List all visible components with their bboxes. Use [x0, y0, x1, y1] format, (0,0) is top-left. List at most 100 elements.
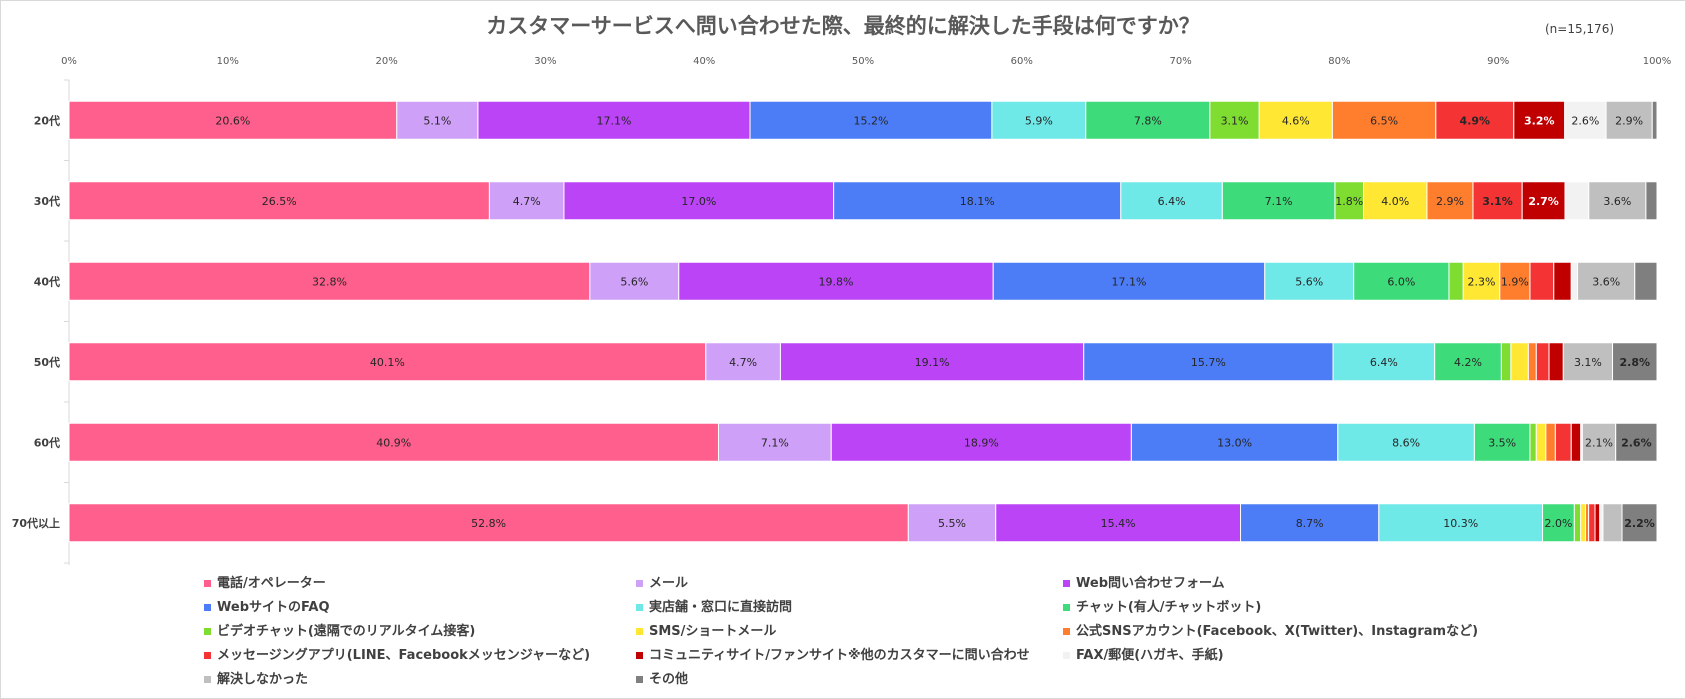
data-label: 7.8%: [1134, 114, 1162, 127]
bar-segment: [705, 342, 781, 382]
x-tick-label: 30%: [534, 56, 556, 67]
data-label: 17.1%: [597, 114, 632, 127]
data-label: 19.8%: [819, 275, 854, 288]
bar-segment: [1513, 100, 1566, 140]
bar-segment: [1435, 100, 1515, 140]
bar-segment: [1332, 342, 1436, 382]
data-label: 18.1%: [960, 195, 995, 208]
category-label: 20代: [34, 113, 60, 127]
data-label: 19.1%: [915, 356, 950, 369]
x-tick-label: 40%: [693, 56, 715, 67]
data-label: 6.4%: [1158, 195, 1186, 208]
data-label: 2.0%: [1544, 517, 1572, 530]
data-label: 3.5%: [1488, 436, 1516, 449]
category-label: 40代: [34, 274, 60, 288]
bar-segment: [1602, 503, 1623, 543]
data-label: 2.2%: [1624, 517, 1655, 530]
bar-segment: [1221, 181, 1336, 221]
data-label: 2.9%: [1436, 195, 1464, 208]
data-label: 2.7%: [1528, 195, 1559, 208]
bar-segment: [1462, 261, 1501, 301]
data-label: 2.8%: [1620, 356, 1651, 369]
bar-segment: [1581, 422, 1617, 462]
bar-segment: [68, 261, 591, 301]
x-tick-label: 50%: [852, 56, 874, 67]
x-tick-label: 0%: [61, 56, 77, 67]
data-label: 1.8%: [1335, 195, 1363, 208]
x-tick-label: 10%: [217, 56, 239, 67]
bar-segment: [1562, 342, 1614, 382]
bar-segment: [1545, 422, 1556, 462]
data-label: 15.7%: [1191, 356, 1226, 369]
bar-segment: [488, 181, 565, 221]
data-label: 4.0%: [1381, 195, 1409, 208]
data-label: 2.3%: [1468, 275, 1496, 288]
data-label: 32.8%: [312, 275, 347, 288]
data-label: 5.6%: [620, 275, 648, 288]
bar-segment: [678, 261, 994, 301]
data-label: 3.2%: [1524, 114, 1555, 127]
data-label: 52.8%: [471, 517, 506, 530]
data-label: 15.2%: [853, 114, 888, 127]
bar-segment: [833, 181, 1122, 221]
data-label: 3.6%: [1592, 275, 1620, 288]
data-label: 2.6%: [1571, 114, 1599, 127]
data-label: 5.9%: [1025, 114, 1053, 127]
data-label: 13.0%: [1217, 436, 1252, 449]
data-label: 26.5%: [262, 195, 297, 208]
bar-segment: [1570, 261, 1579, 301]
data-label: 2.1%: [1585, 436, 1613, 449]
bar-segment: [1448, 261, 1464, 301]
bar-segment: [1521, 181, 1566, 221]
data-label: 40.9%: [376, 436, 411, 449]
bar-segment: [1634, 261, 1658, 301]
bar-segment: [1353, 261, 1450, 301]
data-label: 7.1%: [761, 436, 789, 449]
bar-segment: [1209, 100, 1260, 140]
bar-segment: [1651, 100, 1658, 140]
data-label: 6.0%: [1387, 275, 1415, 288]
bar-segment: [68, 422, 719, 462]
bar-segment: [1130, 422, 1339, 462]
category-label: 30代: [34, 194, 60, 208]
bar-segment: [1615, 422, 1658, 462]
bar-segment: [779, 342, 1085, 382]
bar-segment: [1548, 342, 1564, 382]
bar-segment: [1500, 342, 1512, 382]
bar-segment: [1363, 181, 1428, 221]
category-label: 60代: [34, 435, 60, 449]
data-label: 7.1%: [1265, 195, 1293, 208]
data-label: 10.3%: [1443, 517, 1478, 530]
data-label: 18.9%: [964, 436, 999, 449]
bar-segment: [1542, 503, 1575, 543]
bar-segment: [907, 503, 997, 543]
data-label: 6.5%: [1370, 114, 1398, 127]
data-label: 8.6%: [1392, 436, 1420, 449]
bar-segment: [1645, 181, 1658, 221]
data-label: 8.7%: [1296, 517, 1324, 530]
bar-segment: [68, 100, 398, 140]
bar-segment: [1588, 181, 1647, 221]
bar-segment: [68, 503, 909, 543]
category-label: 50代: [34, 355, 60, 369]
data-label: 3.6%: [1603, 195, 1631, 208]
bar-segment: [1473, 422, 1531, 462]
category-label: 70代以上: [12, 516, 60, 530]
bar-segment: [1535, 422, 1547, 462]
x-tick-label: 90%: [1487, 56, 1509, 67]
bar-segment: [1331, 100, 1437, 140]
bar-segment: [1529, 422, 1537, 462]
x-tick-label: 70%: [1169, 56, 1191, 67]
bar-segment: [1621, 503, 1658, 543]
data-label: 1.9%: [1501, 275, 1529, 288]
data-label: 17.1%: [1112, 275, 1147, 288]
data-label: 17.0%: [681, 195, 716, 208]
data-label: 6.4%: [1370, 356, 1398, 369]
bar-segment: [1337, 422, 1475, 462]
bar-segment: [477, 100, 751, 140]
bar-segment: [1570, 422, 1582, 462]
bar-segment: [1472, 181, 1523, 221]
bar-segment: [68, 342, 707, 382]
bar-segment: [396, 100, 479, 140]
